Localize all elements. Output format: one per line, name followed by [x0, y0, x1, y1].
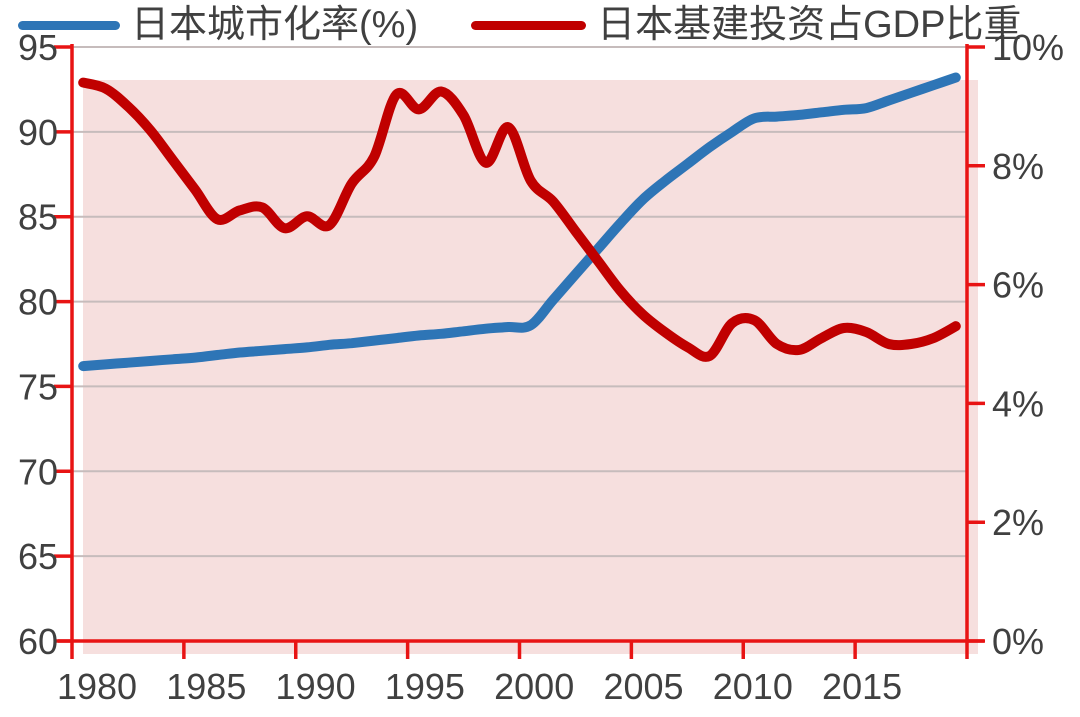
right-axis-label: 2% — [992, 502, 1044, 543]
legend: 日本城市化率(%) 日本基建投资占GDP比重 — [18, 0, 1021, 50]
left-axis-label: 85 — [18, 197, 58, 238]
right-axis-label: 8% — [992, 146, 1044, 187]
plot-background — [83, 80, 978, 654]
right-axis-label: 6% — [992, 265, 1044, 306]
legend-label-infrastructure: 日本基建投资占GDP比重 — [597, 4, 1022, 46]
x-axis-label: 1990 — [276, 666, 356, 707]
legend-marker-infrastructure — [471, 20, 587, 30]
right-axis-label: 10% — [992, 27, 1064, 68]
x-axis-label: 1985 — [166, 666, 246, 707]
x-axis-label: 2005 — [603, 666, 683, 707]
left-axis-label: 80 — [18, 282, 58, 323]
left-axis-label: 95 — [18, 27, 58, 68]
left-axis-label: 65 — [18, 536, 58, 577]
left-axis-label: 70 — [18, 451, 58, 492]
right-axis-label: 0% — [992, 621, 1044, 662]
x-axis-label: 2010 — [713, 666, 793, 707]
x-axis-label: 1980 — [57, 666, 137, 707]
series-line-infrastructure — [78, 77, 961, 362]
x-axis-label: 2000 — [494, 666, 574, 707]
x-axis-label: 1995 — [385, 666, 465, 707]
legend-label-urbanization: 日本城市化率(%) — [131, 4, 419, 46]
legend-marker-urbanization — [18, 20, 120, 30]
series-line-urbanization — [78, 72, 961, 372]
x-axis-label: 2015 — [822, 666, 902, 707]
right-axis-label: 4% — [992, 383, 1044, 424]
left-axis-label: 75 — [18, 366, 58, 407]
left-axis-label: 90 — [18, 112, 58, 153]
left-axis-label: 60 — [18, 621, 58, 662]
